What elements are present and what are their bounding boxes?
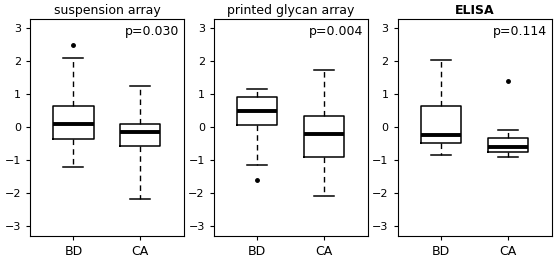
Title: ELISA: ELISA	[455, 4, 494, 18]
Text: p=0.114: p=0.114	[493, 25, 547, 38]
Title: printed glycan array: printed glycan array	[227, 4, 355, 18]
Text: p=0.030: p=0.030	[125, 25, 179, 38]
Text: p=0.004: p=0.004	[309, 25, 363, 38]
Title: suspension array: suspension array	[53, 4, 160, 18]
